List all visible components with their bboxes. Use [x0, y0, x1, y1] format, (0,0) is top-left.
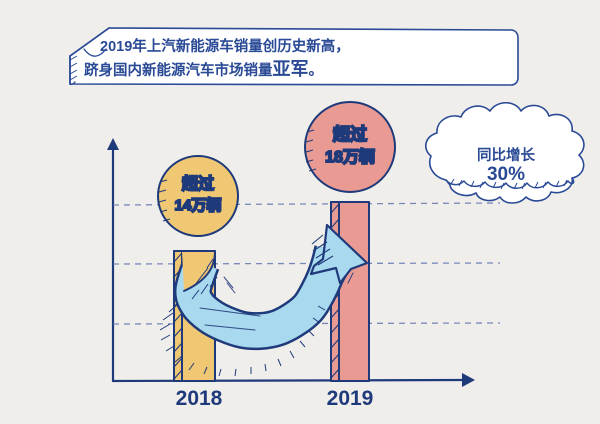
- svg-text:同比增长: 同比增长: [477, 146, 535, 164]
- svg-text:18万辆: 18万辆: [325, 147, 375, 166]
- svg-text:2019: 2019: [327, 387, 374, 410]
- svg-text:2019年上汽新能源车销量创历史新高，: 2019年上汽新能源车销量创历史新高，: [100, 37, 350, 55]
- svg-text:超过: 超过: [333, 124, 367, 144]
- svg-text:30%: 30%: [487, 164, 525, 185]
- svg-text:2018: 2018: [176, 387, 223, 410]
- svg-text:超过: 超过: [181, 174, 214, 193]
- svg-text:14万辆: 14万辆: [175, 196, 222, 214]
